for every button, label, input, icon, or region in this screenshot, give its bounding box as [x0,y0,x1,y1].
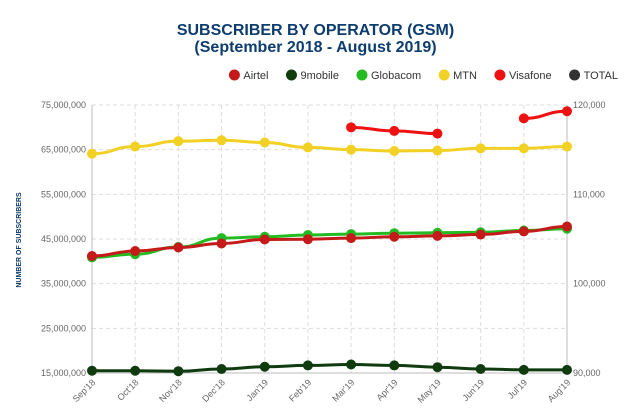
data-point-mtn [389,146,400,157]
legend-label-visafone: Visafone [509,70,552,82]
legend-item-airtel[interactable]: Airtel [228,69,269,83]
data-point-airtel [87,250,97,261]
data-point-visafone [432,128,443,139]
chart-subtitle: (September 2018 - August 2019) [194,39,437,56]
data-point-9mobile [475,363,486,374]
x-tick-label: May'19 [415,377,442,404]
data-point-9mobile [87,365,97,376]
y-tick-label-right: 120,000 [573,100,606,110]
series-visafone [346,106,572,139]
legend-label-globacom: Globacom [371,70,421,82]
data-point-mtn [302,142,313,153]
series-line-9mobile [91,363,567,373]
legend[interactable]: Airtel 9mobile Globacom MTN Visafone TOTAL [228,69,618,83]
data-point-visafone [346,122,357,133]
data-point-airtel [130,246,141,257]
series-mtn [87,135,572,159]
data-point-airtel [302,234,313,245]
chart-title: SUBSCRIBER BY OPERATOR (GSM) [176,22,455,39]
y-tick-label-left: 55,000,000 [41,189,86,199]
x-tick-label: Feb'19 [287,377,313,403]
data-point-9mobile [432,362,443,373]
data-point-mtn [518,143,529,154]
data-point-airtel [389,231,400,242]
data-point-mtn [562,141,572,152]
data-point-9mobile [302,360,313,371]
data-point-airtel [259,234,270,245]
x-tick-label: Mar'19 [330,377,356,403]
y-tick-label-left: 15,000,000 [41,368,86,378]
legend-item-mtn[interactable]: MTN [438,69,477,83]
y-tick-label-left: 25,000,000 [41,323,86,333]
data-point-9mobile [130,365,141,376]
y-tick-label-left: 65,000,000 [41,145,86,155]
legend-item-total[interactable]: TOTAL [569,69,618,83]
data-point-9mobile [216,363,227,374]
data-point-mtn [87,148,97,159]
legend-marker-mtn [438,69,450,81]
legend-item-9mobile[interactable]: 9mobile [285,69,339,83]
series-9mobile [87,359,572,377]
x-tick-label: Sep'18 [71,377,98,404]
y-tick-label-left: 35,000,000 [41,279,86,289]
data-point-airtel [173,242,184,253]
series-group [87,106,572,377]
x-tick-label: Apr'19 [374,377,399,402]
x-tick-label: Aug'19 [546,377,573,404]
data-point-airtel [346,233,357,244]
series-line-visafone [523,109,568,120]
series-globacom [87,223,572,263]
x-tick-label: Jun'19 [460,377,486,403]
y-tick-label-right: 110,000 [573,189,605,199]
data-point-mtn [173,136,184,147]
data-point-airtel [432,230,443,241]
legend-marker-globacom [356,69,368,81]
legend-item-globacom[interactable]: Globacom [356,69,421,83]
data-point-airtel [562,221,572,232]
data-point-visafone [518,113,529,124]
data-point-visafone [389,125,400,136]
data-point-mtn [259,137,270,148]
legend-label-mtn: MTN [453,70,477,82]
legend-marker-9mobile [285,69,297,81]
data-point-airtel [475,229,486,240]
y-tick-label-left: 75,000,000 [41,100,86,110]
series-line-mtn [91,138,568,156]
data-point-9mobile [259,361,270,372]
data-point-mtn [130,141,141,152]
data-point-mtn [475,143,486,154]
x-tick-label: Jan'19 [245,377,271,403]
x-tick-label: Oct'18 [115,377,140,402]
data-point-9mobile [518,364,529,375]
data-point-airtel [518,226,529,237]
y-tick-label-right: 90,000 [573,368,601,378]
x-tick-label: Jul'19 [506,377,530,401]
legend-label-9mobile: 9mobile [300,70,339,82]
data-point-mtn [432,145,443,156]
series-airtel [87,221,572,261]
legend-label-total: TOTAL [584,70,618,82]
y-tick-label-left: 45,000,000 [41,234,86,244]
legend-item-visafone[interactable]: Visafone [494,69,552,83]
x-tick-label: Dec'18 [200,377,227,404]
data-point-airtel [216,238,227,249]
legend-label-airtel: Airtel [243,70,268,82]
data-point-mtn [216,135,227,146]
y-axis-label: NUMBER OF SUBSCRIBERS [16,192,23,288]
legend-marker-visafone [494,69,506,81]
data-point-9mobile [562,364,572,375]
data-point-9mobile [346,359,357,370]
data-point-9mobile [389,360,400,371]
legend-marker-airtel [228,69,240,81]
data-point-9mobile [173,366,184,377]
data-point-mtn [346,144,357,155]
data-point-visafone [562,106,572,117]
legend-marker-total [569,69,581,81]
x-tick-label: Nov'18 [157,377,184,404]
y-tick-label-right: 100,000 [573,279,606,289]
